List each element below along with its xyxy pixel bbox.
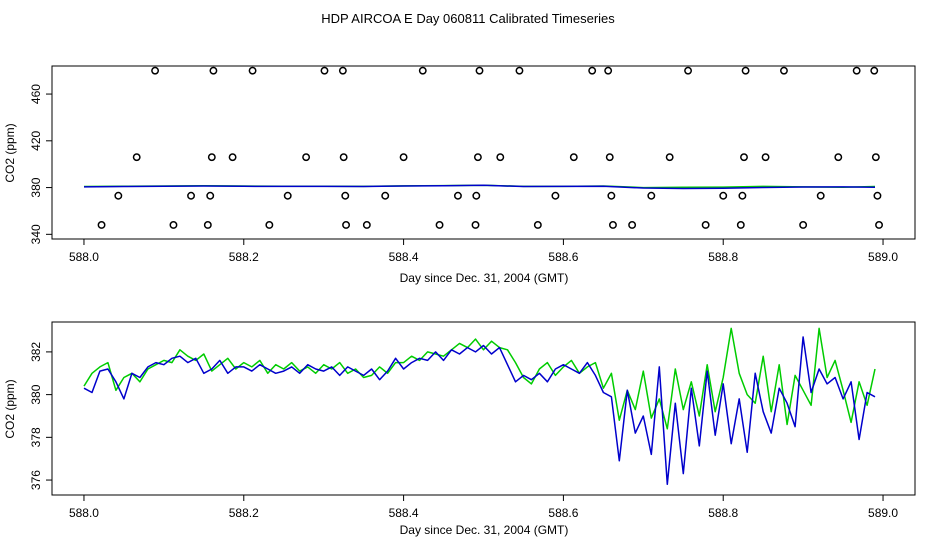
bottom-y-axis: 376 378 380 382: [29, 342, 52, 490]
bottom-panel: 588.0 588.2 588.4 588.6 588.8 589.0 376 378 380…: [3, 321, 916, 537]
y-tick-label: 376: [29, 470, 43, 490]
blue-series-line: [83, 184, 876, 190]
scatter-point: [97, 221, 106, 229]
scatter-point: [569, 153, 578, 162]
y-tick-label: 460: [29, 84, 43, 104]
y-tick-label: 380: [29, 177, 43, 197]
scatter-point: [780, 66, 788, 75]
top-plot-marks: [83, 66, 883, 229]
scatter-point: [341, 191, 350, 200]
x-tick-label: 588.0: [69, 250, 99, 264]
top-panel: 588.0 588.2 588.4 588.6 588.8 589.0 340 380 420…: [3, 65, 916, 285]
scatter-point: [871, 153, 880, 162]
y-tick-label: 380: [29, 384, 43, 404]
x-tick-label: 588.2: [229, 250, 259, 264]
scatter-point: [248, 66, 257, 75]
y-tick-label: 340: [29, 224, 43, 244]
bottom-plot-frame: [51, 321, 916, 496]
scatter-point: [475, 66, 484, 75]
scatter-point: [719, 191, 728, 200]
scatter-point: [609, 221, 617, 229]
scatter-point: [588, 66, 597, 75]
scatter-point: [799, 221, 808, 229]
scatter-point: [628, 221, 637, 229]
scatter-point: [665, 153, 674, 162]
scatter-point: [551, 191, 560, 200]
scatter-point: [114, 191, 123, 200]
scatter-point: [283, 191, 292, 200]
scatter-point: [875, 221, 883, 229]
x-tick-label: 588.4: [389, 506, 419, 520]
scatter-point: [207, 153, 216, 162]
y-tick-label: 378: [29, 427, 43, 447]
scatter-point: [302, 153, 311, 162]
bottom-plot-marks: [83, 327, 876, 486]
y-tick-label: 382: [29, 342, 43, 362]
scatter-point: [741, 66, 750, 75]
x-tick-label: 588.2: [229, 506, 259, 520]
scatter-point: [169, 221, 178, 229]
scatter-point: [320, 66, 329, 75]
scatter-point: [496, 153, 505, 162]
y-tick-label: 420: [29, 130, 43, 150]
scatter-point: [435, 221, 444, 229]
scatter-point: [647, 191, 656, 200]
scatter-point: [473, 153, 482, 162]
scatter-point: [209, 66, 218, 75]
x-tick-label: 589.0: [868, 250, 898, 264]
scatter-point: [399, 153, 408, 162]
top-plot-frame: [51, 65, 916, 240]
scatter-point: [265, 221, 274, 229]
top-x-axis: 588.0 588.2 588.4 588.6 588.8 589.0: [69, 239, 898, 264]
scatter-point: [533, 221, 542, 229]
scatter-point: [132, 153, 141, 162]
chart-title: HDP AIRCOA E Day 060811 Calibrated Times…: [321, 11, 615, 26]
top-y-axis: 340 380 420 460: [29, 84, 52, 244]
bottom-x-axis: 588.0 588.2 588.4 588.6 588.8 589.0: [69, 495, 898, 520]
bottom-y-axis-label: CO2 (ppm): [3, 379, 17, 438]
scatter-point: [605, 153, 614, 162]
scatter-point: [870, 66, 879, 75]
x-tick-label: 588.6: [548, 250, 578, 264]
x-tick-label: 588.4: [389, 250, 419, 264]
x-tick-label: 588.0: [69, 506, 99, 520]
x-tick-label: 588.8: [708, 250, 738, 264]
scatter-point: [738, 191, 747, 200]
x-tick-label: 588.8: [708, 506, 738, 520]
scatter-point: [701, 221, 710, 229]
scatter-point: [604, 66, 613, 75]
blue-series-line: [83, 336, 876, 486]
scatter-point: [381, 191, 390, 200]
scatter-point: [453, 191, 462, 200]
scatter-point: [852, 66, 861, 75]
green-series-line: [83, 327, 876, 430]
scatter-point: [736, 221, 745, 229]
scatter-point: [203, 221, 212, 229]
scatter-point: [684, 66, 693, 75]
scatter-point: [761, 153, 770, 162]
scatter-point: [187, 191, 195, 200]
scatter-point: [362, 221, 371, 229]
scatter-point: [607, 191, 616, 200]
scatter-point: [418, 66, 427, 75]
scatter-point: [338, 66, 347, 75]
scatter-point: [339, 153, 348, 162]
scatter-point: [873, 191, 882, 200]
x-tick-label: 588.6: [548, 506, 578, 520]
x-tick-label: 589.0: [868, 506, 898, 520]
scatter-point: [472, 191, 481, 200]
scatter-point: [151, 66, 160, 75]
scatter-point: [228, 153, 237, 162]
bottom-x-axis-label: Day since Dec. 31, 2004 (GMT): [400, 523, 569, 537]
top-x-axis-label: Day since Dec. 31, 2004 (GMT): [400, 271, 569, 285]
scatter-point: [471, 221, 480, 229]
scatter-point: [515, 66, 524, 75]
scatter-point: [342, 221, 351, 229]
top-y-axis-label: CO2 (ppm): [3, 123, 17, 182]
scatter-point: [834, 153, 843, 162]
scatter-point: [816, 191, 825, 200]
scatter-point: [740, 153, 748, 162]
scatter-point: [206, 191, 215, 200]
